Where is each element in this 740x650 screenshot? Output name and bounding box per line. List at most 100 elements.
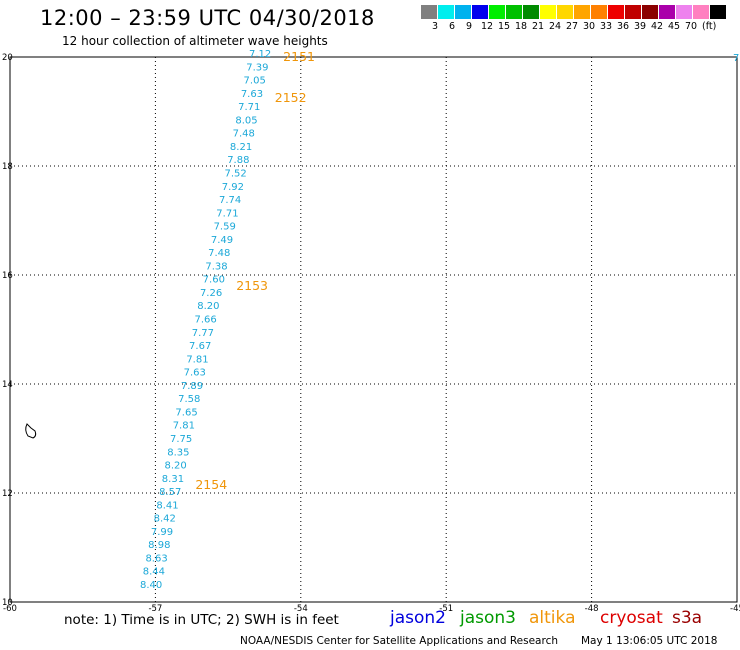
scale-swatch <box>455 5 472 19</box>
scale-swatches <box>421 5 740 19</box>
swh-label: 7.63 <box>184 368 206 379</box>
scale-labels: 3 6 9 12 15 18 21 24 27 30 33 36 39 42 45 70 (ft) <box>421 19 740 33</box>
scale-swatch <box>591 5 608 19</box>
swh-label: 8.31 <box>162 474 184 485</box>
scale-label: 39 <box>634 21 647 32</box>
swh-label: 7.05 <box>244 76 266 87</box>
scale-swatch <box>693 5 710 19</box>
island-outline <box>25 423 37 439</box>
scale-swatch <box>472 5 489 19</box>
swh-label: 8.21 <box>230 142 252 153</box>
swh-label: 8.05 <box>235 115 257 126</box>
scale-label: 30 <box>583 21 596 32</box>
swh-label: 7.48 <box>208 248 230 259</box>
swh-label: 8.57 <box>159 487 181 498</box>
latitude-tick-label: 12 <box>2 489 13 499</box>
swh-label: 7.65 <box>175 407 197 418</box>
scale-label: 24 <box>549 21 562 32</box>
swh-label: 7.67 <box>189 341 211 352</box>
swh-label: 7.38 <box>205 261 227 272</box>
satellite-legend-altika: altika <box>529 608 576 628</box>
orbit-number-label: 2153 <box>236 278 268 293</box>
longitude-tick-label: -51 <box>439 604 453 614</box>
swh-label: 7.81 <box>186 354 208 365</box>
scale-swatch <box>540 5 557 19</box>
scale-label: 42 <box>651 21 664 32</box>
swh-label: 7.77 <box>192 328 214 339</box>
scale-swatch <box>574 5 591 19</box>
swh-label: 7.89 <box>181 381 203 392</box>
scale-swatch <box>421 5 438 19</box>
scale-label: 12 <box>481 21 494 32</box>
swh-label: 8.20 <box>165 461 187 472</box>
map-subtitle: 12 hour collection of altimeter wave hei… <box>62 34 328 48</box>
orbit-number-label: 2152 <box>275 90 307 105</box>
scale-swatch <box>642 5 659 19</box>
latitude-tick-label: 20 <box>2 53 13 63</box>
swh-label: 7.66 <box>195 315 217 326</box>
swh-label: 7.60 <box>203 275 225 286</box>
swh-label: 7.48 <box>233 129 255 140</box>
orbit-number-label: 2151 <box>283 49 315 64</box>
swh-label: 7.59 <box>214 222 236 233</box>
scale-label: 70 <box>685 21 698 32</box>
map-frame <box>9 56 738 603</box>
longitude-tick-label: -48 <box>585 604 599 614</box>
swh-label: 7.12 <box>249 49 271 60</box>
credit-line: NOAA/NESDIS Center for Satellite Applica… <box>240 635 558 647</box>
longitude-tick-label: -54 <box>294 604 308 614</box>
generation-timestamp: May 1 13:06:05 UTC 2018 <box>581 635 718 647</box>
edge-swh-label: 7 <box>733 53 739 64</box>
scale-swatch <box>608 5 625 19</box>
scale-swatch <box>676 5 693 19</box>
map-title: 12:00 – 23:59 UTC 04/30/2018 <box>40 6 375 30</box>
swh-label: 7.26 <box>200 288 222 299</box>
scale-label: 9 <box>466 21 473 32</box>
scale-label: 18 <box>515 21 528 32</box>
scale-label: 15 <box>498 21 511 32</box>
swh-label: 8.20 <box>197 301 219 312</box>
swh-label: 7.74 <box>219 195 241 206</box>
swh-label: 8.40 <box>140 580 162 591</box>
satellite-legend-jason2: jason2 <box>390 608 446 628</box>
scale-label: (ft) <box>702 21 717 32</box>
longitude-tick-label: -45 <box>730 604 740 614</box>
scale-swatch <box>659 5 676 19</box>
scale-label: 33 <box>600 21 613 32</box>
swh-label: 7.92 <box>222 182 244 193</box>
swh-label: 7.99 <box>151 527 173 538</box>
scale-swatch <box>438 5 455 19</box>
scale-label: 27 <box>566 21 579 32</box>
scale-label: 3 <box>432 21 439 32</box>
wave-height-color-scale: 3 6 9 12 15 18 21 24 27 30 33 36 39 42 45 70 (ft) <box>421 5 740 33</box>
satellite-legend-s3a: s3a <box>672 608 703 628</box>
swh-label: 8.35 <box>167 447 189 458</box>
swh-label: 7.81 <box>173 421 195 432</box>
latitude-tick-label: 10 <box>2 598 13 608</box>
scale-label: 45 <box>668 21 681 32</box>
satellite-legend-jason3: jason3 <box>460 608 516 628</box>
swh-label: 7.75 <box>170 434 192 445</box>
latitude-tick-label: 14 <box>2 380 13 390</box>
scale-swatch <box>625 5 642 19</box>
swh-label: 7.71 <box>216 208 238 219</box>
latitude-tick-label: 16 <box>2 271 13 281</box>
swh-label: 8.41 <box>156 500 178 511</box>
longitude-tick-label: -60 <box>3 604 17 614</box>
scale-swatch <box>557 5 574 19</box>
longitude-tick-label: -57 <box>148 604 162 614</box>
scale-label: 6 <box>449 21 456 32</box>
swh-label: 7.71 <box>238 102 260 113</box>
scale-label: 36 <box>617 21 630 32</box>
scale-label: 21 <box>532 21 545 32</box>
footer-note: note: 1) Time is in UTC; 2) SWH is in fe… <box>64 612 339 628</box>
swh-label: 7.58 <box>178 394 200 405</box>
scale-swatch <box>523 5 540 19</box>
swh-label: 7.63 <box>241 89 263 100</box>
swh-label: 8.44 <box>143 567 165 578</box>
orbit-number-label: 2154 <box>195 477 227 492</box>
swh-label: 7.52 <box>224 168 246 179</box>
satellite-legend-cryosat: cryosat <box>600 608 663 628</box>
scale-swatch <box>710 5 727 19</box>
